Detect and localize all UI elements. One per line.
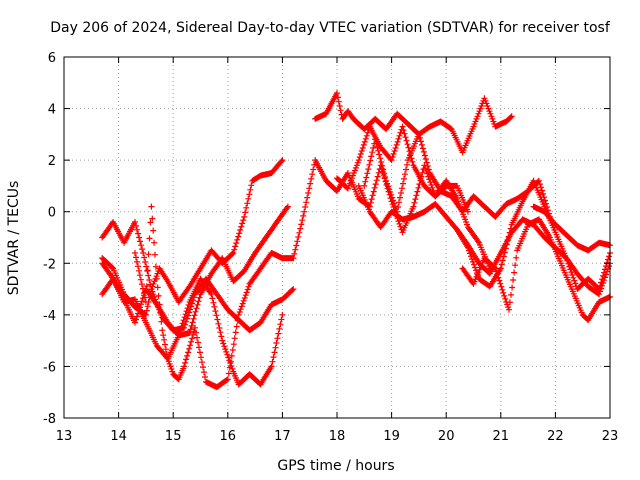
- x-tick-label: 16: [220, 429, 237, 444]
- series-sat-k: [454, 177, 613, 293]
- y-tick-label: -2: [43, 257, 56, 272]
- x-tick-label: 20: [438, 429, 455, 444]
- x-axis-ticks: 13 14 15 16 17 18 19 20 21 22 23: [56, 57, 619, 444]
- x-tick-label: 17: [274, 429, 291, 444]
- series-sat-h: [334, 123, 471, 215]
- series-markers: [454, 177, 613, 293]
- y-tick-label: 2: [48, 154, 56, 169]
- y-tick-label: 0: [48, 206, 56, 221]
- series-markers: [132, 203, 297, 391]
- y-tick-label: -4: [43, 309, 56, 324]
- y-tick-label: -6: [43, 360, 56, 375]
- y-tick-label: -8: [43, 412, 56, 427]
- x-tick-label: 14: [110, 429, 127, 444]
- series-markers: [459, 216, 613, 323]
- y-axis-ticks: -8 -6 -4 -2 0 2 4 6: [43, 51, 610, 427]
- y-tick-label: 6: [48, 51, 56, 66]
- series-markers: [312, 90, 515, 156]
- x-tick-label: 22: [547, 429, 564, 444]
- x-tick-label: 21: [493, 429, 510, 444]
- y-tick-label: 4: [48, 103, 56, 118]
- grid: [64, 57, 610, 418]
- x-axis-label: GPS time / hours: [277, 458, 394, 474]
- series-sat-m: [530, 203, 613, 254]
- series-sat-l: [459, 216, 613, 323]
- x-tick-label: 23: [602, 429, 619, 444]
- series-markers: [334, 123, 471, 215]
- data-markers: [99, 90, 613, 391]
- y-axis-label: SDTVAR / TECUs: [6, 181, 22, 296]
- x-tick-label: 19: [383, 429, 400, 444]
- x-tick-label: 18: [329, 429, 346, 444]
- x-tick-label: 15: [165, 429, 182, 444]
- series-sat-d: [132, 203, 297, 391]
- series-sat-g: [312, 90, 515, 156]
- series-markers: [530, 203, 613, 254]
- chart-title: Day 206 of 2024, Sidereal Day-to-day VTE…: [50, 20, 611, 36]
- series-markers: [99, 260, 286, 388]
- x-tick-label: 13: [56, 429, 73, 444]
- series-sat-e: [99, 260, 286, 388]
